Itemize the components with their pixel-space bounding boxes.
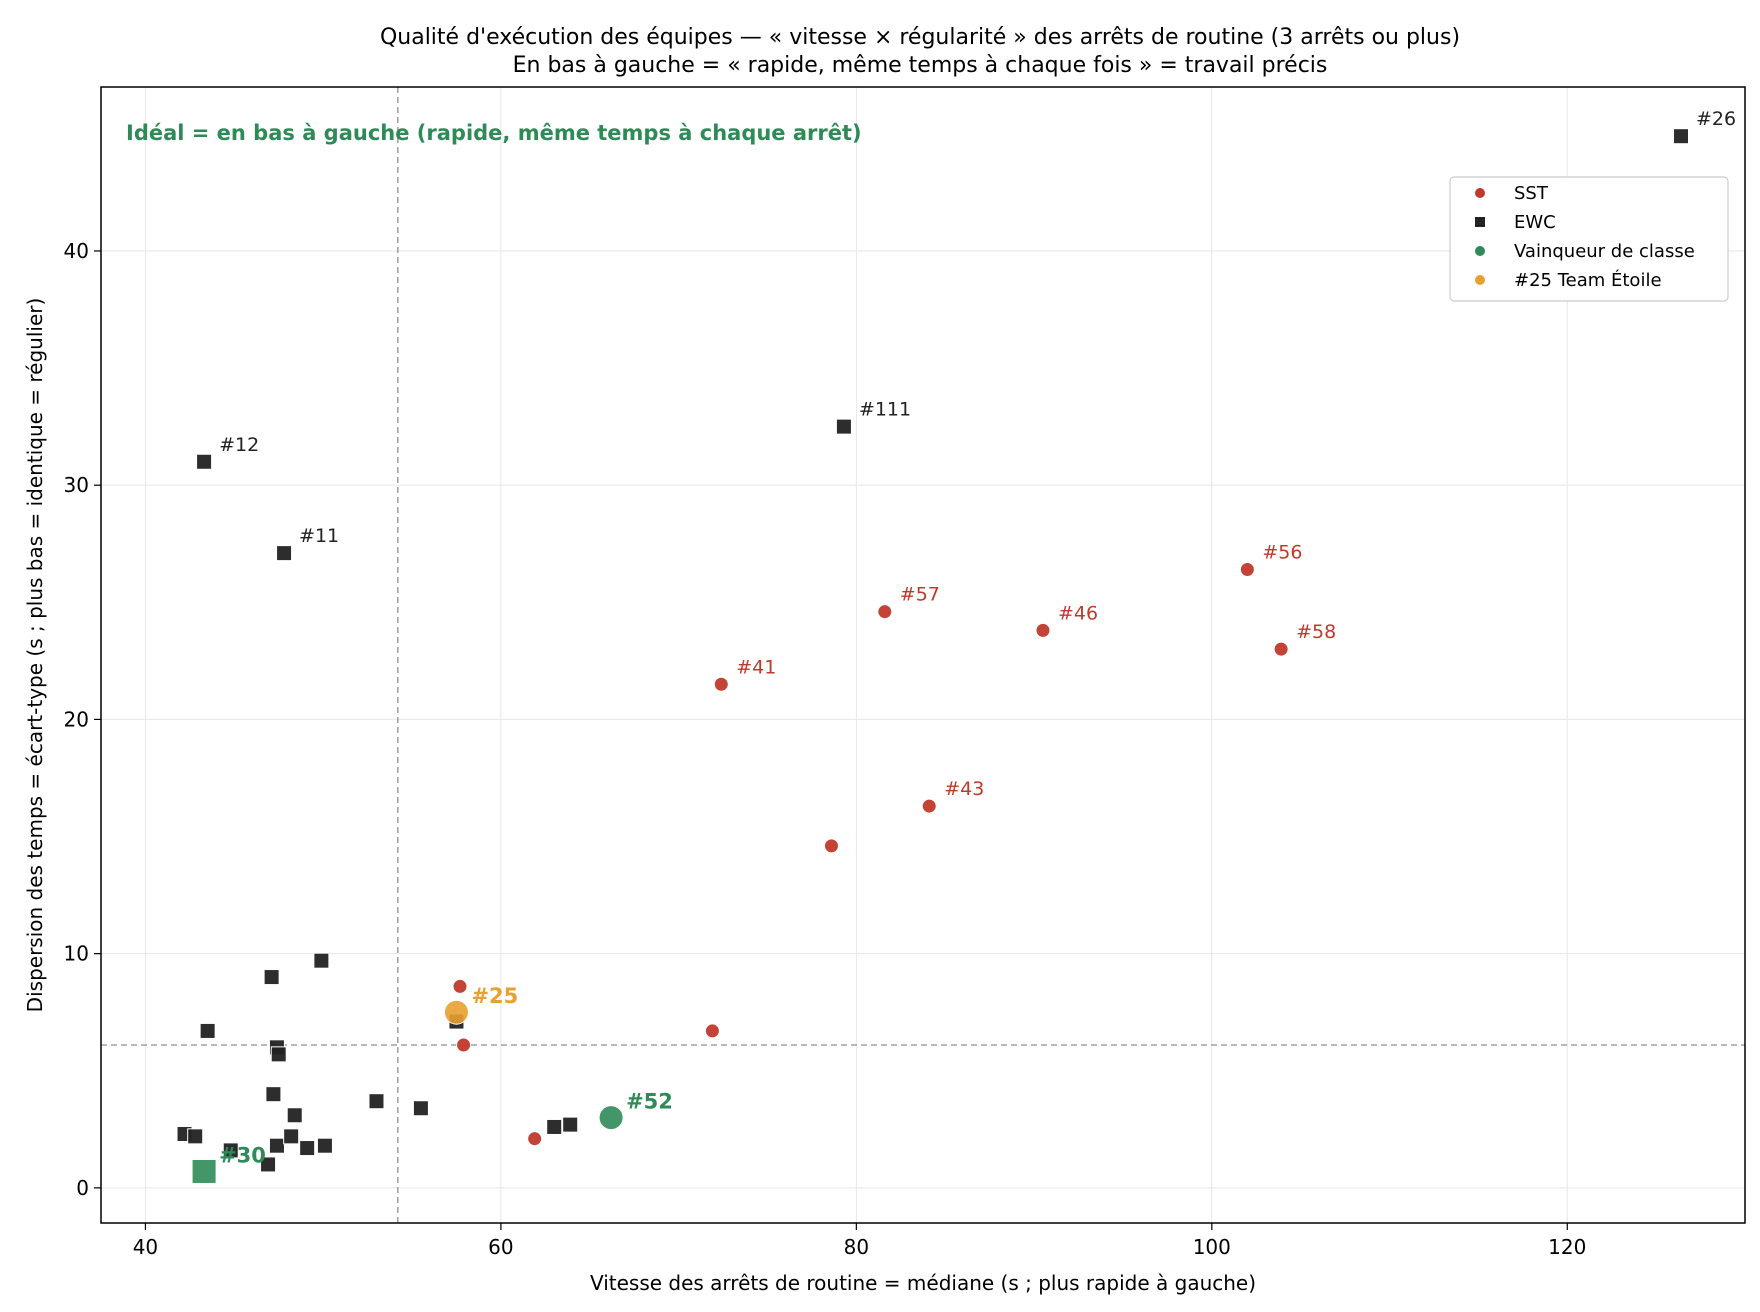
data-point bbox=[452, 978, 468, 994]
data-point bbox=[196, 453, 213, 470]
data-label: #58 bbox=[1296, 621, 1336, 643]
data-point bbox=[823, 838, 839, 854]
data-label: #25 bbox=[471, 984, 518, 1008]
data-point bbox=[313, 952, 330, 969]
data-point bbox=[1273, 641, 1289, 657]
data-point bbox=[316, 1137, 333, 1154]
data-label: #43 bbox=[944, 778, 984, 800]
y-tick-label: 40 bbox=[64, 239, 89, 263]
legend-marker-sst bbox=[1475, 188, 1485, 198]
data-point bbox=[368, 1093, 385, 1110]
chart-subtitle: En bas à gauche = « rapide, même temps à… bbox=[513, 53, 1328, 78]
x-tick-label: 120 bbox=[1548, 1235, 1586, 1259]
data-point bbox=[835, 418, 852, 435]
legend-label-sst: SST bbox=[1514, 183, 1549, 204]
x-tick-label: 80 bbox=[844, 1235, 869, 1259]
point-labels: #41 #57 #43 #46 #56 #58 #12 #11 #111 #26 #30 #52 #25 bbox=[219, 108, 1736, 1167]
data-point bbox=[260, 1156, 277, 1173]
x-tick-label: 60 bbox=[488, 1235, 513, 1259]
data-label: #26 bbox=[1696, 108, 1736, 130]
plot-frame bbox=[100, 86, 1746, 1224]
y-tick-label: 30 bbox=[64, 473, 89, 497]
x-tick-label: 40 bbox=[133, 1235, 158, 1259]
data-point bbox=[263, 969, 280, 986]
data-label: #41 bbox=[736, 656, 776, 678]
legend-label-team25: #25 Team Étoile bbox=[1514, 269, 1662, 291]
legend: SST EWC Vainqueur de classe #25 Team Éto… bbox=[1449, 176, 1729, 302]
data-point bbox=[268, 1137, 285, 1154]
reference-lines bbox=[101, 87, 1745, 1223]
data-point bbox=[412, 1100, 429, 1117]
data-point bbox=[443, 999, 469, 1025]
axis-ticks: 40 60 80 100 120 0 10 20 30 40 bbox=[64, 239, 1587, 1259]
legend-marker-team25 bbox=[1475, 275, 1485, 285]
data-point bbox=[877, 604, 893, 620]
data-point bbox=[562, 1116, 579, 1133]
y-tick-label: 0 bbox=[76, 1176, 89, 1200]
data-point bbox=[1239, 562, 1255, 578]
legend-box bbox=[1449, 176, 1729, 302]
data-label: #12 bbox=[219, 434, 259, 456]
data-label: #57 bbox=[900, 584, 940, 606]
x-tick-label: 100 bbox=[1193, 1235, 1231, 1259]
data-point bbox=[270, 1046, 287, 1063]
data-point bbox=[713, 676, 729, 692]
legend-label-ewc: EWC bbox=[1514, 212, 1556, 233]
data-point bbox=[265, 1086, 282, 1103]
y-axis-label: Dispersion des temps = écart-type (s ; p… bbox=[23, 298, 47, 1013]
data-point bbox=[456, 1037, 472, 1053]
chart-title: Qualité d'exécution des équipes — « vite… bbox=[380, 25, 1460, 50]
x-axis-label: Vitesse des arrêts de routine = médiane … bbox=[590, 1271, 1256, 1295]
data-point bbox=[704, 1023, 720, 1039]
data-point bbox=[546, 1118, 563, 1135]
data-label: #11 bbox=[299, 525, 339, 547]
data-label: #52 bbox=[626, 1090, 673, 1114]
data-point bbox=[921, 798, 937, 814]
data-point bbox=[222, 1142, 239, 1159]
legend-label-winner: Vainqueur de classe bbox=[1514, 241, 1695, 262]
data-point bbox=[527, 1131, 543, 1147]
data-point bbox=[1673, 128, 1690, 145]
data-label: #56 bbox=[1262, 542, 1302, 564]
data-point bbox=[191, 1158, 217, 1184]
data-label: #30 bbox=[219, 1143, 266, 1167]
legend-marker-ewc bbox=[1475, 217, 1485, 227]
data-point bbox=[187, 1128, 204, 1145]
data-point bbox=[276, 545, 293, 562]
data-point bbox=[598, 1105, 624, 1131]
ideal-note: Idéal = en bas à gauche (rapide, même te… bbox=[126, 121, 862, 145]
data-point bbox=[299, 1140, 316, 1157]
data-label: #46 bbox=[1058, 602, 1098, 624]
data-point bbox=[199, 1022, 216, 1039]
legend-marker-winner bbox=[1475, 246, 1485, 256]
data-point bbox=[1035, 622, 1051, 638]
data-point bbox=[283, 1128, 300, 1145]
y-tick-label: 10 bbox=[64, 942, 89, 966]
y-tick-label: 20 bbox=[64, 707, 89, 731]
data-points bbox=[176, 128, 1690, 1184]
data-label: #111 bbox=[859, 399, 911, 421]
data-point bbox=[286, 1107, 303, 1124]
